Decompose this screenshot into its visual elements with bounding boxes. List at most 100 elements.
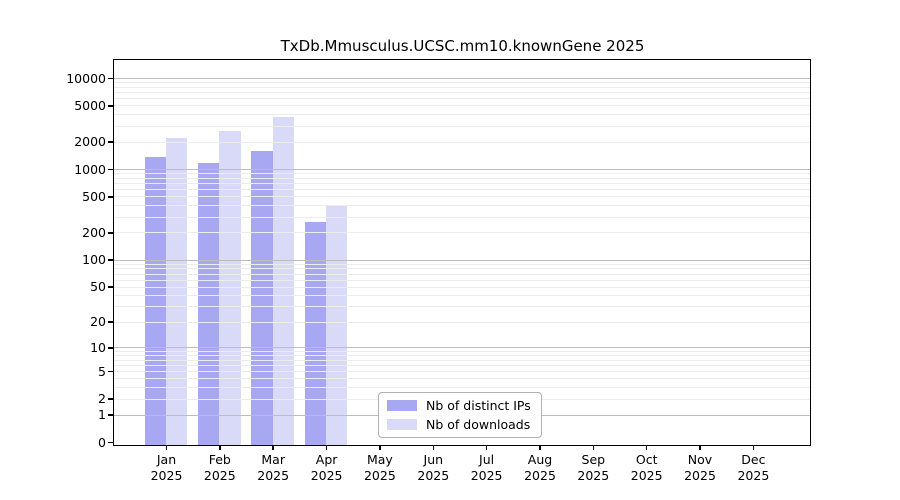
- x-tick-month: Jun: [423, 452, 444, 467]
- x-tick-year: 2025: [630, 468, 663, 483]
- x-tick-month: Sep: [581, 452, 606, 467]
- gridline-minor: [114, 268, 810, 270]
- gridline-minor: [114, 205, 810, 207]
- y-tick-mark: [108, 347, 113, 349]
- x-tick-month: Jul: [479, 452, 495, 467]
- gridline-minor: [114, 105, 810, 107]
- gridline-minor: [114, 86, 810, 88]
- y-tick-mark: [108, 168, 113, 171]
- x-tick-year: 2025: [257, 468, 290, 483]
- x-tick-label-aug: Aug 2025: [510, 452, 570, 484]
- x-tick-mark: [539, 445, 541, 450]
- y-tick-label: 2000: [74, 134, 106, 150]
- y-tick-mark: [108, 196, 113, 198]
- x-tick-mark: [379, 445, 381, 450]
- x-tick-year: 2025: [524, 468, 556, 483]
- gridline-minor: [114, 189, 810, 191]
- x-tick-mark: [325, 445, 328, 450]
- x-tick-month: Dec: [741, 452, 766, 467]
- y-tick-mark: [108, 141, 113, 143]
- x-tick-label-apr: Apr 2025: [297, 452, 357, 484]
- y-tick-mark: [108, 105, 113, 107]
- y-tick-label: 10: [90, 339, 106, 355]
- x-tick-month: Mar: [261, 452, 285, 467]
- gridline-minor: [114, 141, 810, 143]
- x-tick-label-jul: Jul 2025: [457, 452, 517, 484]
- y-tick-label: 200: [82, 224, 106, 240]
- x-tick-month: Jan: [156, 452, 177, 467]
- x-tick-label-sep: Sep 2025: [563, 452, 623, 484]
- x-tick-mark: [432, 445, 434, 450]
- gridline-minor: [114, 114, 810, 116]
- y-tick-label: 1: [98, 407, 106, 423]
- gridline-minor: [114, 371, 810, 373]
- legend-item-downloads: Nb of downloads: [387, 417, 531, 432]
- y-tick-mark: [108, 441, 113, 444]
- gridline-minor: [114, 98, 810, 100]
- bar-downloads-feb-2025: [219, 131, 241, 445]
- x-tick-mark: [165, 445, 168, 450]
- y-tick-mark: [108, 321, 113, 323]
- bar-distinct-ips-jan-2025: [144, 157, 166, 445]
- legend-label-downloads: Nb of downloads: [426, 417, 531, 432]
- x-tick-year: 2025: [470, 468, 503, 483]
- gridline-major: [114, 259, 810, 261]
- gridline-minor: [114, 378, 810, 380]
- bar-distinct-ips-mar-2025: [251, 151, 273, 445]
- gridline-minor: [114, 216, 810, 218]
- x-tick-mark: [752, 445, 755, 450]
- gridline-minor: [114, 321, 810, 323]
- y-tick-mark: [108, 259, 113, 261]
- bar-downloads-mar-2025: [272, 117, 295, 445]
- x-tick-mark: [645, 445, 648, 450]
- y-tick-mark: [108, 370, 113, 373]
- y-tick-label: 2: [98, 391, 106, 407]
- gridline-minor: [114, 306, 810, 308]
- y-tick-label: 10000: [66, 70, 106, 86]
- x-tick-year: 2025: [684, 468, 716, 483]
- bar-downloads-jan-2025: [166, 137, 188, 445]
- x-tick-label-dec: Dec 2025: [723, 452, 783, 484]
- x-tick-label-feb: Feb 2025: [190, 452, 250, 484]
- gridline-minor: [114, 387, 810, 389]
- gridline-minor: [114, 196, 810, 198]
- legend-label-distinct-ips: Nb of distinct IPs: [426, 398, 531, 413]
- gridline-minor: [114, 279, 810, 281]
- y-tick-mark: [108, 414, 113, 416]
- x-tick-label-jan: Jan 2025: [137, 452, 197, 484]
- x-tick-month: May: [366, 452, 393, 467]
- x-tick-mark: [485, 445, 488, 450]
- gridline-minor: [114, 183, 810, 184]
- legend: Nb of distinct IPs Nb of downloads: [378, 392, 542, 438]
- gridline-minor: [114, 92, 810, 94]
- y-tick-label: 0: [98, 434, 106, 450]
- x-tick-year: 2025: [363, 468, 396, 483]
- x-tick-mark: [272, 445, 274, 450]
- x-tick-month: Nov: [687, 452, 713, 467]
- x-tick-label-oct: Oct 2025: [617, 452, 677, 484]
- legend-swatch-downloads-icon: [387, 419, 417, 430]
- gridline-minor: [114, 173, 810, 175]
- y-tick-label: 500: [82, 188, 106, 204]
- bar-downloads-apr-2025: [326, 204, 348, 445]
- x-tick-label-jun: Jun 2025: [403, 452, 463, 484]
- x-tick-label-nov: Nov 2025: [670, 452, 730, 484]
- gridline-minor: [114, 232, 810, 234]
- y-tick-mark: [108, 232, 113, 234]
- legend-item-distinct-ips: Nb of distinct IPs: [387, 398, 531, 413]
- gridline-minor: [114, 355, 810, 357]
- gridline-minor: [114, 125, 810, 127]
- x-tick-year: 2025: [577, 468, 610, 483]
- y-tick-label: 50: [90, 279, 106, 295]
- gridline-major: [114, 347, 810, 349]
- x-tick-label-may: May 2025: [350, 452, 410, 484]
- y-tick-label: 1000: [74, 161, 106, 177]
- bar-distinct-ips-apr-2025: [304, 222, 327, 445]
- x-tick-year: 2025: [737, 468, 770, 483]
- gridline-minor: [114, 177, 810, 179]
- y-tick-label: 5: [98, 363, 106, 379]
- x-tick-year: 2025: [150, 468, 183, 483]
- y-tick-mark: [108, 77, 113, 80]
- x-tick-month: Oct: [635, 452, 658, 467]
